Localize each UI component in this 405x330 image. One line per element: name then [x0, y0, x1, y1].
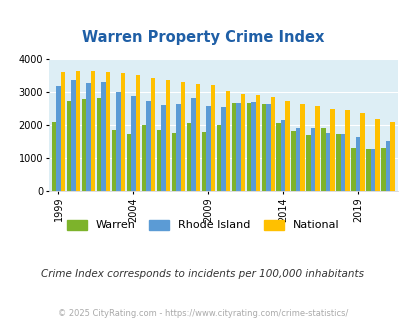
Bar — [156, 130, 161, 191]
Bar — [375, 119, 379, 191]
Bar — [250, 102, 255, 191]
Bar — [201, 132, 206, 191]
Bar — [385, 141, 390, 191]
Bar — [345, 110, 349, 191]
Bar — [206, 106, 210, 191]
Bar — [165, 80, 170, 191]
Bar — [75, 71, 80, 191]
Bar — [330, 109, 334, 191]
Bar — [276, 123, 280, 191]
Bar — [365, 148, 370, 191]
Bar — [351, 148, 355, 191]
Bar — [96, 98, 101, 191]
Bar — [370, 148, 375, 191]
Bar — [325, 133, 330, 191]
Bar — [225, 91, 230, 191]
Bar — [56, 86, 61, 191]
Bar — [120, 73, 125, 191]
Bar — [231, 103, 235, 191]
Bar — [111, 130, 116, 191]
Bar — [261, 104, 265, 191]
Text: Warren Property Crime Index: Warren Property Crime Index — [82, 30, 323, 45]
Bar — [180, 82, 185, 191]
Text: Crime Index corresponds to incidents per 100,000 inhabitants: Crime Index corresponds to incidents per… — [41, 269, 364, 279]
Bar — [171, 133, 176, 191]
Bar — [246, 103, 250, 191]
Bar — [146, 101, 150, 191]
Bar — [101, 82, 105, 191]
Bar — [265, 104, 270, 191]
Bar — [321, 128, 325, 191]
Bar — [86, 82, 90, 191]
Bar — [390, 122, 394, 191]
Bar — [310, 128, 315, 191]
Bar — [51, 122, 56, 191]
Bar — [300, 104, 304, 191]
Bar — [295, 128, 300, 191]
Bar — [270, 97, 274, 191]
Bar — [90, 71, 95, 191]
Bar — [141, 125, 146, 191]
Bar — [161, 105, 165, 191]
Bar — [291, 131, 295, 191]
Bar — [210, 85, 215, 191]
Bar — [105, 72, 110, 191]
Bar — [360, 113, 364, 191]
Bar — [191, 98, 195, 191]
Text: © 2025 CityRating.com - https://www.cityrating.com/crime-statistics/: © 2025 CityRating.com - https://www.city… — [58, 309, 347, 318]
Bar — [235, 103, 240, 191]
Bar — [255, 95, 259, 191]
Bar — [240, 94, 245, 191]
Bar — [135, 75, 140, 191]
Bar — [150, 78, 155, 191]
Bar — [71, 80, 75, 191]
Bar — [61, 72, 65, 191]
Bar — [355, 137, 360, 191]
Bar — [66, 101, 71, 191]
Bar — [220, 107, 225, 191]
Legend: Warren, Rhode Island, National: Warren, Rhode Island, National — [67, 220, 338, 230]
Bar — [280, 120, 285, 191]
Bar — [285, 101, 289, 191]
Bar — [340, 134, 345, 191]
Bar — [216, 125, 220, 191]
Bar — [126, 134, 131, 191]
Bar — [195, 84, 200, 191]
Bar — [315, 106, 319, 191]
Bar — [336, 134, 340, 191]
Bar — [380, 148, 385, 191]
Bar — [116, 92, 120, 191]
Bar — [81, 99, 86, 191]
Bar — [131, 96, 135, 191]
Bar — [176, 104, 180, 191]
Bar — [186, 123, 191, 191]
Bar — [306, 135, 310, 191]
